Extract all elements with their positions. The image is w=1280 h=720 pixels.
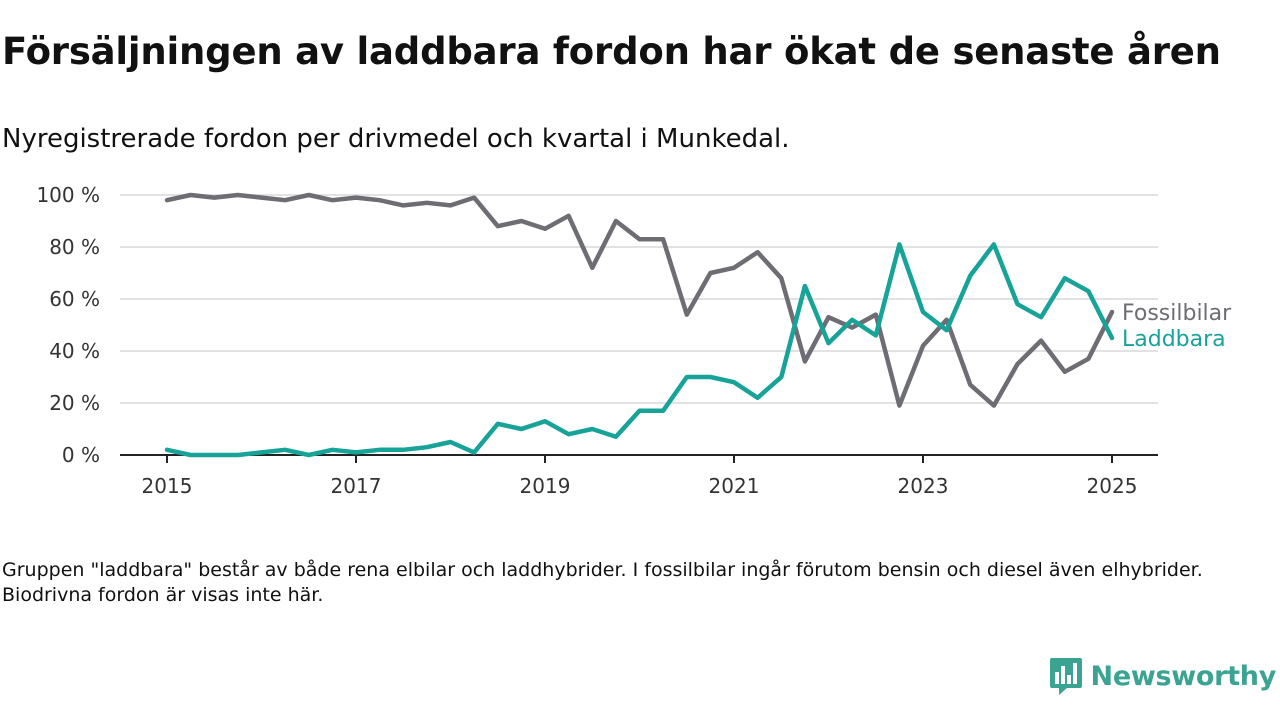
newsworthy-logo-icon [1049,658,1082,695]
y-tick-label: 20 % [49,391,100,415]
y-axis: 0 % 20 % 40 % 60 % 80 % 100 % [36,183,100,467]
x-tick-label: 2021 [709,474,760,498]
series-line-fossilbilar [164,192,1115,408]
y-tick-label: 0 % [62,443,100,467]
line-chart: 0 % 20 % 40 % 60 % 80 % 100 % 2015 2017 2019 202… [36,183,1232,498]
x-tick-label: 2025 [1087,474,1138,498]
x-tick-label: 2015 [142,474,193,498]
x-tick-label: 2023 [898,474,949,498]
x-tick-label: 2019 [520,474,571,498]
y-tick-label: 80 % [49,235,100,259]
x-tick-label: 2017 [331,474,382,498]
y-tick-label: 60 % [49,287,100,311]
series-label-fossilbilar: Fossilbilar [1122,301,1232,326]
series-label-laddbara: Laddbara [1122,327,1226,352]
footnote: Gruppen "laddbara" består av både rena e… [2,559,1203,606]
y-tick-label: 100 % [36,183,100,207]
y-tick-label: 40 % [49,339,100,363]
grid-lines [120,194,1158,404]
series-lines [164,192,1115,458]
series-line-laddbara [164,242,1115,458]
brand-name: Newsworthy [1090,660,1277,692]
chart-subtitle: Nyregistrerade fordon per drivmedel och … [2,124,790,154]
x-axis: 2015 2017 2019 2021 2023 2025 [120,454,1158,498]
chart-title: Försäljningen av laddbara fordon har öka… [2,30,1221,73]
brand-logo: Newsworthy [1049,656,1276,696]
